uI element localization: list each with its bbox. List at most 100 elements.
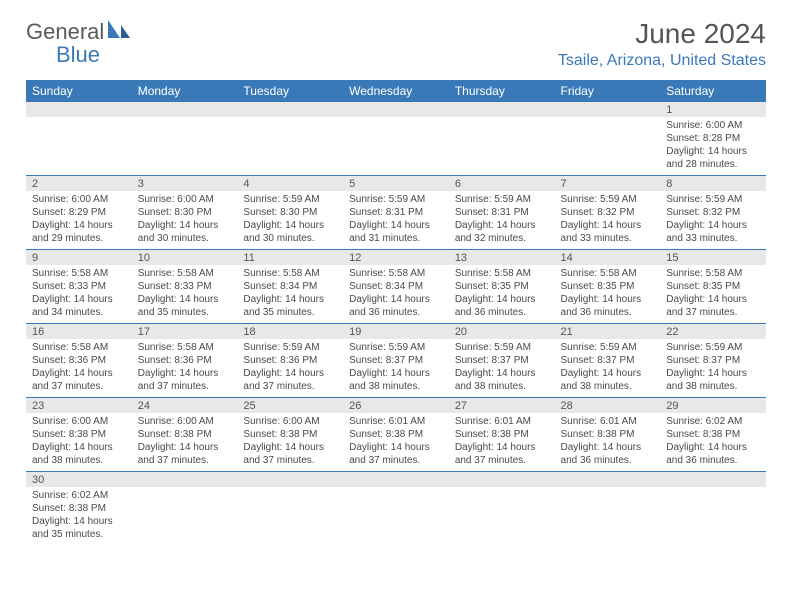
day-detail-cell: Sunrise: 5:58 AMSunset: 8:35 PMDaylight:… — [449, 265, 555, 324]
day-detail-cell: Sunrise: 5:59 AMSunset: 8:32 PMDaylight:… — [555, 191, 661, 250]
sunset-line: Sunset: 8:35 PM — [455, 280, 549, 293]
detail-row: Sunrise: 6:00 AMSunset: 8:38 PMDaylight:… — [26, 413, 766, 472]
daynum-row: 23242526272829 — [26, 398, 766, 414]
daylight-line: Daylight: 14 hours and 34 minutes. — [32, 293, 126, 319]
daynum-row: 9101112131415 — [26, 250, 766, 266]
sunset-line: Sunset: 8:31 PM — [349, 206, 443, 219]
day-detail-cell: Sunrise: 6:00 AMSunset: 8:38 PMDaylight:… — [237, 413, 343, 472]
brand-text-general: General — [26, 19, 104, 45]
day-detail-cell: Sunrise: 5:58 AMSunset: 8:35 PMDaylight:… — [555, 265, 661, 324]
sunrise-line: Sunrise: 5:58 AM — [561, 267, 655, 280]
daylight-line: Daylight: 14 hours and 38 minutes. — [561, 367, 655, 393]
sunset-line: Sunset: 8:30 PM — [243, 206, 337, 219]
sunrise-line: Sunrise: 5:58 AM — [349, 267, 443, 280]
day-number-cell — [237, 472, 343, 488]
sunrise-line: Sunrise: 6:00 AM — [666, 119, 760, 132]
day-number-cell: 25 — [237, 398, 343, 414]
daylight-line: Daylight: 14 hours and 38 minutes. — [666, 367, 760, 393]
day-number-cell — [449, 102, 555, 117]
daylight-line: Daylight: 14 hours and 33 minutes. — [666, 219, 760, 245]
day-number-cell: 10 — [132, 250, 238, 266]
sunrise-line: Sunrise: 5:59 AM — [561, 341, 655, 354]
detail-row: Sunrise: 6:00 AMSunset: 8:28 PMDaylight:… — [26, 117, 766, 176]
day-number-cell: 3 — [132, 176, 238, 192]
day-detail-cell: Sunrise: 5:58 AMSunset: 8:34 PMDaylight:… — [237, 265, 343, 324]
day-detail-cell: Sunrise: 5:58 AMSunset: 8:36 PMDaylight:… — [26, 339, 132, 398]
sunset-line: Sunset: 8:28 PM — [666, 132, 760, 145]
day-detail-cell: Sunrise: 5:59 AMSunset: 8:37 PMDaylight:… — [660, 339, 766, 398]
sunset-line: Sunset: 8:37 PM — [561, 354, 655, 367]
sunset-line: Sunset: 8:38 PM — [32, 428, 126, 441]
sunset-line: Sunset: 8:38 PM — [243, 428, 337, 441]
sunset-line: Sunset: 8:32 PM — [561, 206, 655, 219]
day-detail-cell: Sunrise: 6:00 AMSunset: 8:28 PMDaylight:… — [660, 117, 766, 176]
day-detail-cell: Sunrise: 6:00 AMSunset: 8:38 PMDaylight:… — [26, 413, 132, 472]
daylight-line: Daylight: 14 hours and 38 minutes. — [32, 441, 126, 467]
day-header: Sunday — [26, 80, 132, 102]
day-number-cell: 16 — [26, 324, 132, 340]
day-number-cell: 30 — [26, 472, 132, 488]
sunrise-line: Sunrise: 6:00 AM — [138, 415, 232, 428]
day-detail-cell: Sunrise: 5:58 AMSunset: 8:33 PMDaylight:… — [26, 265, 132, 324]
daylight-line: Daylight: 14 hours and 35 minutes. — [138, 293, 232, 319]
day-number-cell: 6 — [449, 176, 555, 192]
sunset-line: Sunset: 8:38 PM — [138, 428, 232, 441]
day-detail-cell: Sunrise: 5:59 AMSunset: 8:37 PMDaylight:… — [343, 339, 449, 398]
sunrise-line: Sunrise: 6:00 AM — [32, 415, 126, 428]
sunset-line: Sunset: 8:31 PM — [455, 206, 549, 219]
brand-logo: General — [26, 18, 132, 45]
day-detail-cell — [343, 117, 449, 176]
day-number-cell — [555, 102, 661, 117]
day-detail-cell — [237, 117, 343, 176]
day-detail-cell: Sunrise: 5:59 AMSunset: 8:36 PMDaylight:… — [237, 339, 343, 398]
daylight-line: Daylight: 14 hours and 28 minutes. — [666, 145, 760, 171]
day-detail-cell: Sunrise: 5:58 AMSunset: 8:36 PMDaylight:… — [132, 339, 238, 398]
day-detail-cell: Sunrise: 6:02 AMSunset: 8:38 PMDaylight:… — [660, 413, 766, 472]
day-detail-cell: Sunrise: 5:58 AMSunset: 8:34 PMDaylight:… — [343, 265, 449, 324]
sunrise-line: Sunrise: 5:59 AM — [561, 193, 655, 206]
day-detail-cell: Sunrise: 5:58 AMSunset: 8:35 PMDaylight:… — [660, 265, 766, 324]
day-detail-cell: Sunrise: 5:59 AMSunset: 8:31 PMDaylight:… — [449, 191, 555, 250]
day-detail-cell — [343, 487, 449, 545]
sunrise-line: Sunrise: 6:01 AM — [349, 415, 443, 428]
daylight-line: Daylight: 14 hours and 30 minutes. — [243, 219, 337, 245]
brand-text-blue: Blue — [56, 42, 100, 67]
day-detail-cell: Sunrise: 5:59 AMSunset: 8:31 PMDaylight:… — [343, 191, 449, 250]
daylight-line: Daylight: 14 hours and 37 minutes. — [666, 293, 760, 319]
day-number-cell — [555, 472, 661, 488]
day-detail-cell — [237, 487, 343, 545]
day-number-cell: 12 — [343, 250, 449, 266]
title-block: June 2024 Tsaile, Arizona, United States — [558, 18, 766, 70]
sunrise-line: Sunrise: 5:59 AM — [666, 193, 760, 206]
month-title: June 2024 — [558, 18, 766, 50]
day-number-cell — [660, 472, 766, 488]
day-number-cell: 11 — [237, 250, 343, 266]
sunrise-line: Sunrise: 6:01 AM — [455, 415, 549, 428]
day-number-cell: 13 — [449, 250, 555, 266]
day-header: Monday — [132, 80, 238, 102]
daylight-line: Daylight: 14 hours and 32 minutes. — [455, 219, 549, 245]
sunset-line: Sunset: 8:38 PM — [455, 428, 549, 441]
day-number-cell: 7 — [555, 176, 661, 192]
sunset-line: Sunset: 8:36 PM — [138, 354, 232, 367]
day-detail-cell — [660, 487, 766, 545]
daylight-line: Daylight: 14 hours and 38 minutes. — [455, 367, 549, 393]
day-detail-cell — [555, 117, 661, 176]
day-number-cell: 26 — [343, 398, 449, 414]
sunrise-line: Sunrise: 5:58 AM — [138, 267, 232, 280]
daylight-line: Daylight: 14 hours and 37 minutes. — [455, 441, 549, 467]
day-header: Friday — [555, 80, 661, 102]
day-number-cell — [26, 102, 132, 117]
sunrise-line: Sunrise: 5:58 AM — [455, 267, 549, 280]
day-number-cell: 1 — [660, 102, 766, 117]
day-number-cell: 28 — [555, 398, 661, 414]
brand-sail-icon — [106, 18, 132, 45]
daylight-line: Daylight: 14 hours and 31 minutes. — [349, 219, 443, 245]
sunset-line: Sunset: 8:38 PM — [32, 502, 126, 515]
day-detail-cell — [132, 487, 238, 545]
sunset-line: Sunset: 8:37 PM — [349, 354, 443, 367]
day-detail-cell — [449, 487, 555, 545]
day-number-cell — [237, 102, 343, 117]
sunrise-line: Sunrise: 6:00 AM — [32, 193, 126, 206]
sunset-line: Sunset: 8:29 PM — [32, 206, 126, 219]
